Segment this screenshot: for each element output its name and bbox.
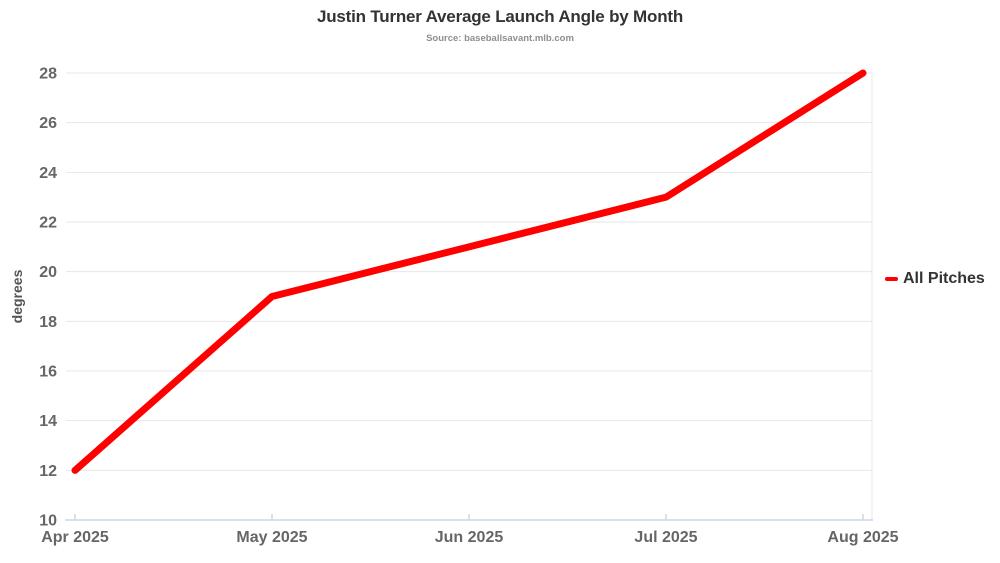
chart-source: Source: baseballsavant.mlb.com (426, 33, 574, 44)
legend-line-swatch (885, 277, 898, 281)
y-tick-label-24: 24 (39, 165, 57, 182)
y-tick-label-12: 12 (39, 463, 57, 480)
x-tick-label: May 2025 (236, 529, 307, 546)
y-tick-label-28: 28 (39, 66, 57, 83)
y-axis-title: degrees (9, 269, 25, 323)
y-tick-label-22: 22 (39, 215, 57, 232)
x-tick-label: Jul 2025 (634, 529, 697, 546)
x-tick-label: Apr 2025 (41, 529, 109, 546)
legend-series-label: All Pitches (903, 270, 985, 287)
legend[interactable]: All Pitches (885, 270, 985, 288)
x-tick-label: Jun 2025 (435, 529, 504, 546)
series-line-all-pitches (71, 69, 867, 474)
x-tick-label: Aug 2025 (827, 529, 898, 546)
y-tick-label-10: 10 (39, 513, 57, 530)
y-tick-label-16: 16 (39, 364, 57, 381)
y-tick-label-14: 14 (39, 413, 57, 430)
chart-title: Justin Turner Average Launch Angle by Mo… (316, 7, 684, 26)
y-tick-label-18: 18 (39, 314, 57, 331)
y-tick-label-26: 26 (39, 115, 57, 132)
y-tick-label-20: 20 (39, 264, 57, 281)
